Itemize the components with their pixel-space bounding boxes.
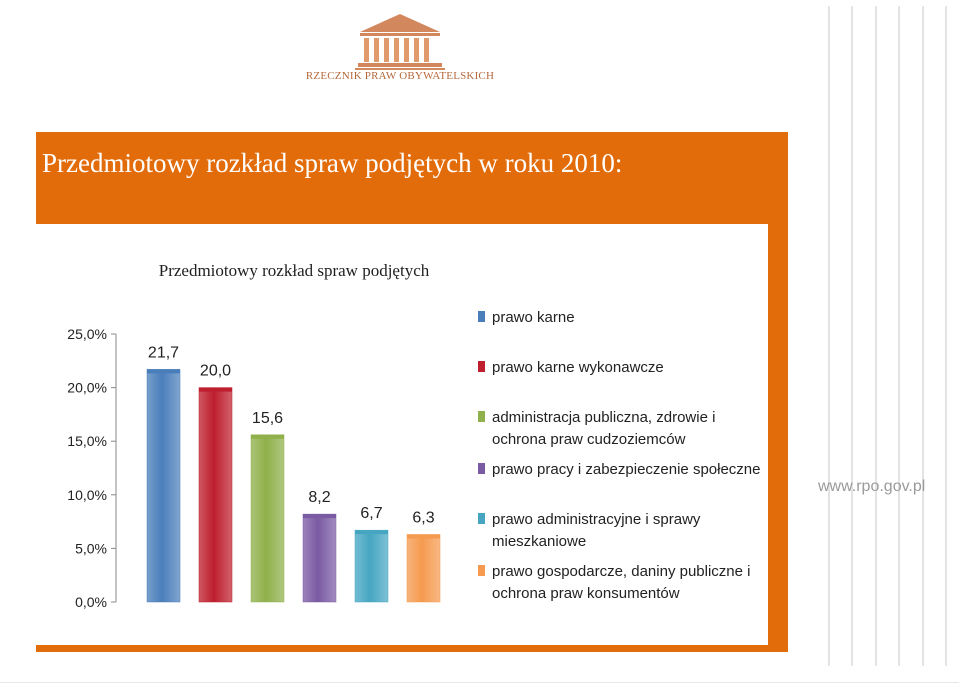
- chart-title: Przedmiotowy rozkład spraw podjętych: [159, 261, 430, 280]
- data-label: 21,7: [148, 344, 179, 361]
- legend-label: ochrona praw cudzoziemców: [492, 431, 686, 448]
- legend-label: ochrona praw konsumentów: [492, 585, 680, 602]
- y-tick-label: 10,0%: [67, 487, 107, 503]
- legend-marker: [478, 311, 485, 322]
- legend-marker: [478, 565, 485, 576]
- y-tick-label: 0,0%: [75, 594, 107, 610]
- rpo-logo-icon: [355, 14, 445, 70]
- decorative-line: [922, 6, 924, 666]
- legend-marker: [478, 361, 485, 372]
- y-tick-label: 20,0%: [67, 380, 107, 396]
- decorative-line: [851, 6, 853, 666]
- bar-5: [354, 529, 389, 603]
- data-label: 6,3: [412, 509, 434, 526]
- y-tick-label: 25,0%: [67, 326, 107, 342]
- bar-4: [302, 513, 337, 603]
- y-tick-label: 5,0%: [75, 540, 107, 556]
- footer-divider: [0, 682, 959, 683]
- data-label: 6,7: [360, 505, 382, 522]
- legend-label: administracja publiczna, zdrowie i: [492, 409, 715, 426]
- data-label: 8,2: [308, 489, 330, 506]
- legend-label: prawo pracy i zabezpieczenie społeczne: [492, 461, 760, 478]
- decorative-line: [828, 6, 830, 666]
- legend-marker: [478, 411, 485, 422]
- decorative-line: [945, 6, 947, 666]
- y-tick-label: 15,0%: [67, 433, 107, 449]
- bar-top-3: [251, 434, 284, 439]
- legend-label: prawo karne: [492, 309, 575, 326]
- bar-top-2: [199, 387, 232, 392]
- bar-1: [146, 369, 181, 603]
- bar-3: [250, 434, 285, 603]
- legend-label: prawo karne wykonawcze: [492, 359, 664, 376]
- website-url[interactable]: www.rpo.gov.pl: [818, 478, 926, 495]
- bar-top-4: [303, 514, 336, 519]
- data-label: 15,6: [252, 410, 283, 427]
- legend-label: mieszkaniowe: [492, 533, 586, 550]
- legend-label: prawo administracyjne i sprawy: [492, 511, 701, 528]
- bar-top-6: [407, 534, 440, 539]
- chart-area: Przedmiotowy rozkład spraw podjętych 25,0…: [36, 224, 768, 645]
- bar-2: [198, 387, 233, 603]
- slide-title: Przedmiotowy rozkład spraw podjętych w r…: [42, 148, 623, 178]
- bar-chart: Przedmiotowy rozkład spraw podjętych 25,0…: [67, 261, 760, 610]
- bar-top-1: [147, 369, 180, 374]
- legend-marker: [478, 463, 485, 474]
- data-label: 20,0: [200, 363, 231, 380]
- slide-panel: Przedmiotowy rozkład spraw podjętych w r…: [36, 132, 788, 652]
- legend-marker: [478, 513, 485, 524]
- decorative-line: [875, 6, 877, 666]
- bar-6: [406, 534, 441, 603]
- logo-text: RZECZNIK PRAW OBYWATELSKICH: [305, 70, 495, 82]
- legend-label: prawo gospodarcze, daniny publiczne i: [492, 563, 751, 580]
- decorative-line: [898, 6, 900, 666]
- bar-top-5: [355, 530, 388, 535]
